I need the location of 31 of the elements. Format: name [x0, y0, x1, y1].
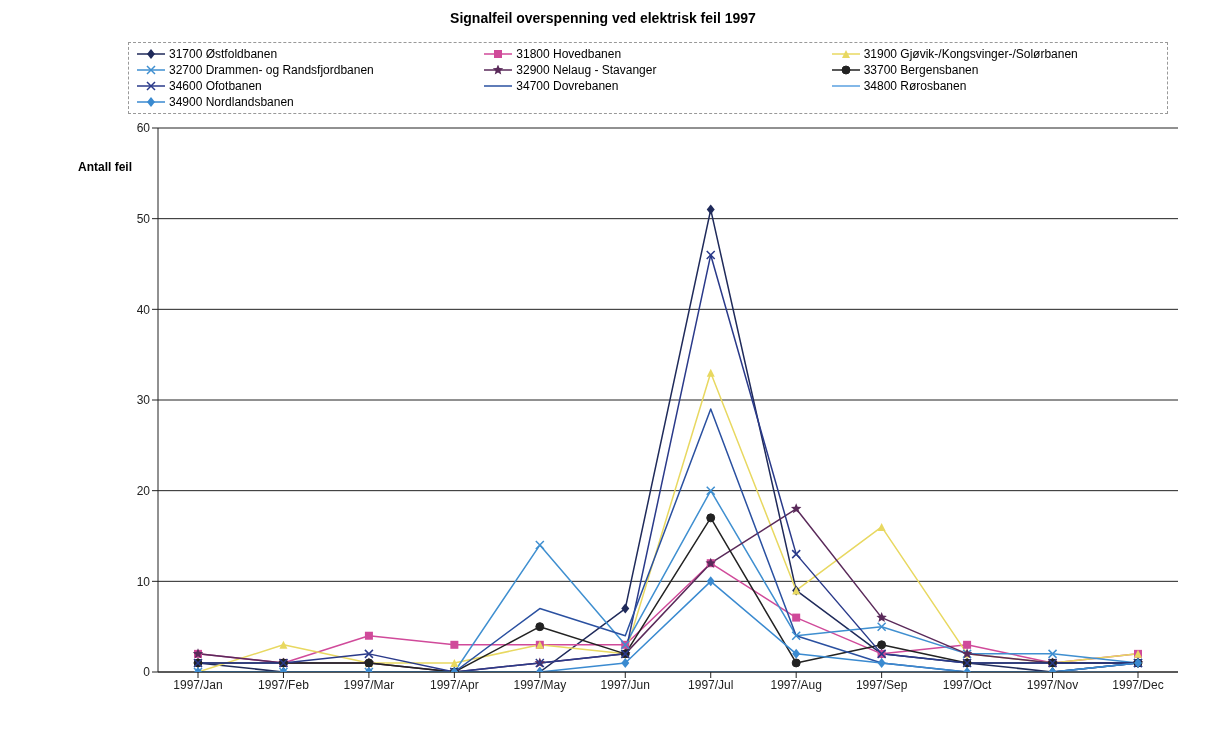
y-axis-title: Antall feil [78, 160, 133, 174]
legend-label: 34800 Rørosbanen [863, 79, 967, 93]
x-tick-label: 1997/Nov [1026, 677, 1079, 692]
legend-label: 34700 Dovrebanen [516, 79, 619, 93]
x-tick-label: 1997/Feb [258, 677, 310, 692]
x-tick-label: 1997/Jul [688, 677, 734, 692]
x-tick-label: 1997/Jun [600, 677, 650, 692]
x-tick-label: 1997/May [513, 677, 567, 692]
legend-label: 31900 Gjøvik-/Kongsvinger-/Solørbanen [863, 47, 1078, 61]
x-tick-label: 1997/Aug [770, 677, 822, 692]
legend-label: 33700 Bergensbanen [863, 63, 979, 77]
legend-label: 31700 Østfoldbanen [169, 47, 278, 61]
y-tick-label: 60 [136, 121, 151, 136]
x-tick-label: 1997/Oct [942, 677, 993, 692]
y-tick-label: 20 [136, 483, 151, 498]
y-tick-label: 50 [136, 211, 151, 226]
legend-label: 34600 Ofotbanen [169, 79, 262, 93]
y-tick-label: 30 [136, 393, 151, 408]
y-tick-label: 0 [143, 665, 151, 680]
x-tick-label: 1997/Sep [855, 677, 908, 692]
x-tick-label: 1997/Apr [430, 677, 479, 692]
x-tick-label: 1997/Jan [173, 677, 223, 692]
y-tick-label: 10 [136, 574, 151, 589]
x-tick-label: 1997/Dec [1112, 677, 1164, 692]
legend-label: 34900 Nordlandsbanen [169, 95, 294, 109]
x-tick-label: 1997/Mar [343, 677, 395, 692]
chart-title: Signalfeil overspenning ved elektrisk feil 1997 [449, 10, 757, 26]
legend-label: 31800 Hovedbanen [516, 47, 622, 61]
legend-label: 32900 Nelaug - Stavanger [516, 63, 657, 77]
legend-label: 32700 Drammen- og Randsfjordbanen [169, 63, 374, 77]
y-tick-label: 40 [136, 302, 151, 317]
